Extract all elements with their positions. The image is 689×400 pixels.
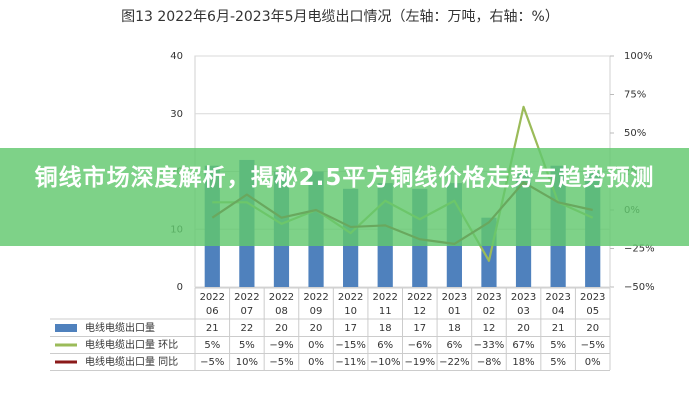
legend-label: 电线电缆出口量 环比 bbox=[85, 338, 178, 351]
x-tick-label-part: 2023 bbox=[476, 292, 501, 303]
x-tick-label-part: 07 bbox=[241, 306, 254, 317]
data-label: −11% bbox=[335, 357, 366, 368]
data-label: −15% bbox=[335, 340, 366, 351]
x-tick-label-part: 2022 bbox=[234, 292, 259, 303]
x-tick-label-part: 04 bbox=[552, 306, 565, 317]
x-tick-label: 2022 06 bbox=[200, 292, 225, 317]
x-tick-label-part: 02 bbox=[483, 306, 496, 317]
y-tick-label: 40 bbox=[170, 51, 183, 62]
x-tick-label-part: 09 bbox=[310, 306, 323, 317]
legend-label: 电线电缆出口量 同比 bbox=[85, 355, 178, 368]
chart-title: 图13 2022年6月-2023年5月电缆出口情况（左轴：万吨，右轴：%） bbox=[121, 9, 559, 25]
x-tick-label: 2023 03 bbox=[511, 292, 536, 317]
data-label: 21 bbox=[206, 323, 219, 334]
data-label: −5% bbox=[269, 357, 293, 368]
x-tick-label: 2023 02 bbox=[476, 292, 501, 317]
x-tick-label-part: 2023 bbox=[545, 292, 570, 303]
x-tick-label: 2022 11 bbox=[372, 292, 397, 317]
data-label: 21 bbox=[552, 323, 565, 334]
x-tick-label-part: 06 bbox=[206, 306, 219, 317]
data-label: 20 bbox=[586, 323, 599, 334]
data-label: 18 bbox=[448, 323, 461, 334]
data-label: −6% bbox=[408, 340, 432, 351]
x-tick-label: 2022 07 bbox=[234, 292, 259, 317]
y2-tick-label: 75% bbox=[624, 90, 646, 101]
x-tick-label: 2022 09 bbox=[303, 292, 328, 317]
x-tick-label-part: 2022 bbox=[407, 292, 432, 303]
x-tick-label-part: 2022 bbox=[303, 292, 328, 303]
x-tick-label: 2023 05 bbox=[580, 292, 605, 317]
x-tick-label-part: 05 bbox=[586, 306, 599, 317]
legend-swatch bbox=[55, 324, 77, 332]
x-tick-label-part: 03 bbox=[517, 306, 530, 317]
x-tick-label-part: 2022 bbox=[200, 292, 225, 303]
x-tick-label-part: 2022 bbox=[338, 292, 363, 303]
data-label: 67% bbox=[512, 340, 534, 351]
banner-title: 铜线市场深度解析，揭秘2.5平方铜线价格走势与趋势预测 bbox=[34, 165, 655, 191]
y-tick-label: 0 bbox=[177, 282, 183, 293]
y2-tick-label: −25% bbox=[624, 244, 655, 255]
x-tick-label-part: 01 bbox=[448, 306, 461, 317]
x-tick-label-part: 2023 bbox=[580, 292, 605, 303]
x-tick-label-part: 11 bbox=[379, 306, 392, 317]
data-label: −9% bbox=[269, 340, 293, 351]
data-label: 22 bbox=[241, 323, 254, 334]
data-label: 18 bbox=[379, 323, 392, 334]
data-label: 17 bbox=[413, 323, 426, 334]
x-tick-label: 2023 04 bbox=[545, 292, 570, 317]
data-label: −33% bbox=[474, 340, 505, 351]
data-label: 5% bbox=[204, 340, 220, 351]
data-label: 6% bbox=[377, 340, 393, 351]
data-label: 20 bbox=[275, 323, 288, 334]
y2-tick-label: 50% bbox=[624, 128, 646, 139]
data-label: −19% bbox=[404, 357, 435, 368]
x-tick-label-part: 12 bbox=[413, 306, 426, 317]
x-tick-label: 2022 12 bbox=[407, 292, 432, 317]
x-tick-label-part: 2022 bbox=[372, 292, 397, 303]
data-label: −22% bbox=[439, 357, 470, 368]
data-label: 12 bbox=[483, 323, 496, 334]
data-label: 0% bbox=[585, 357, 601, 368]
data-label: 10% bbox=[236, 357, 258, 368]
data-label: −5% bbox=[581, 340, 605, 351]
data-label: 0% bbox=[308, 357, 324, 368]
y-tick-label: 30 bbox=[170, 109, 183, 120]
data-label: 18% bbox=[512, 357, 534, 368]
data-label: 17 bbox=[344, 323, 357, 334]
x-tick-label: 2023 01 bbox=[442, 292, 467, 317]
x-tick-label-part: 2022 bbox=[269, 292, 294, 303]
data-label: 0% bbox=[308, 340, 324, 351]
x-tick-label-part: 08 bbox=[275, 306, 288, 317]
data-label: −8% bbox=[477, 357, 501, 368]
legend-label: 电线电缆出口量 bbox=[85, 321, 155, 334]
data-label: 5% bbox=[550, 357, 566, 368]
data-label: −5% bbox=[200, 357, 224, 368]
x-tick-label: 2022 08 bbox=[269, 292, 294, 317]
x-tick-label: 2022 10 bbox=[338, 292, 363, 317]
data-label: 5% bbox=[239, 340, 255, 351]
data-label: 20 bbox=[310, 323, 323, 334]
banner bbox=[0, 148, 689, 246]
x-tick-label-part: 2023 bbox=[442, 292, 467, 303]
y2-tick-label: 100% bbox=[624, 51, 653, 62]
data-label: 20 bbox=[517, 323, 530, 334]
data-label: 5% bbox=[550, 340, 566, 351]
x-tick-label-part: 10 bbox=[344, 306, 357, 317]
data-label: −10% bbox=[370, 357, 401, 368]
x-tick-label-part: 2023 bbox=[511, 292, 536, 303]
y2-tick-label: −50% bbox=[624, 282, 655, 293]
data-label: 6% bbox=[446, 340, 462, 351]
